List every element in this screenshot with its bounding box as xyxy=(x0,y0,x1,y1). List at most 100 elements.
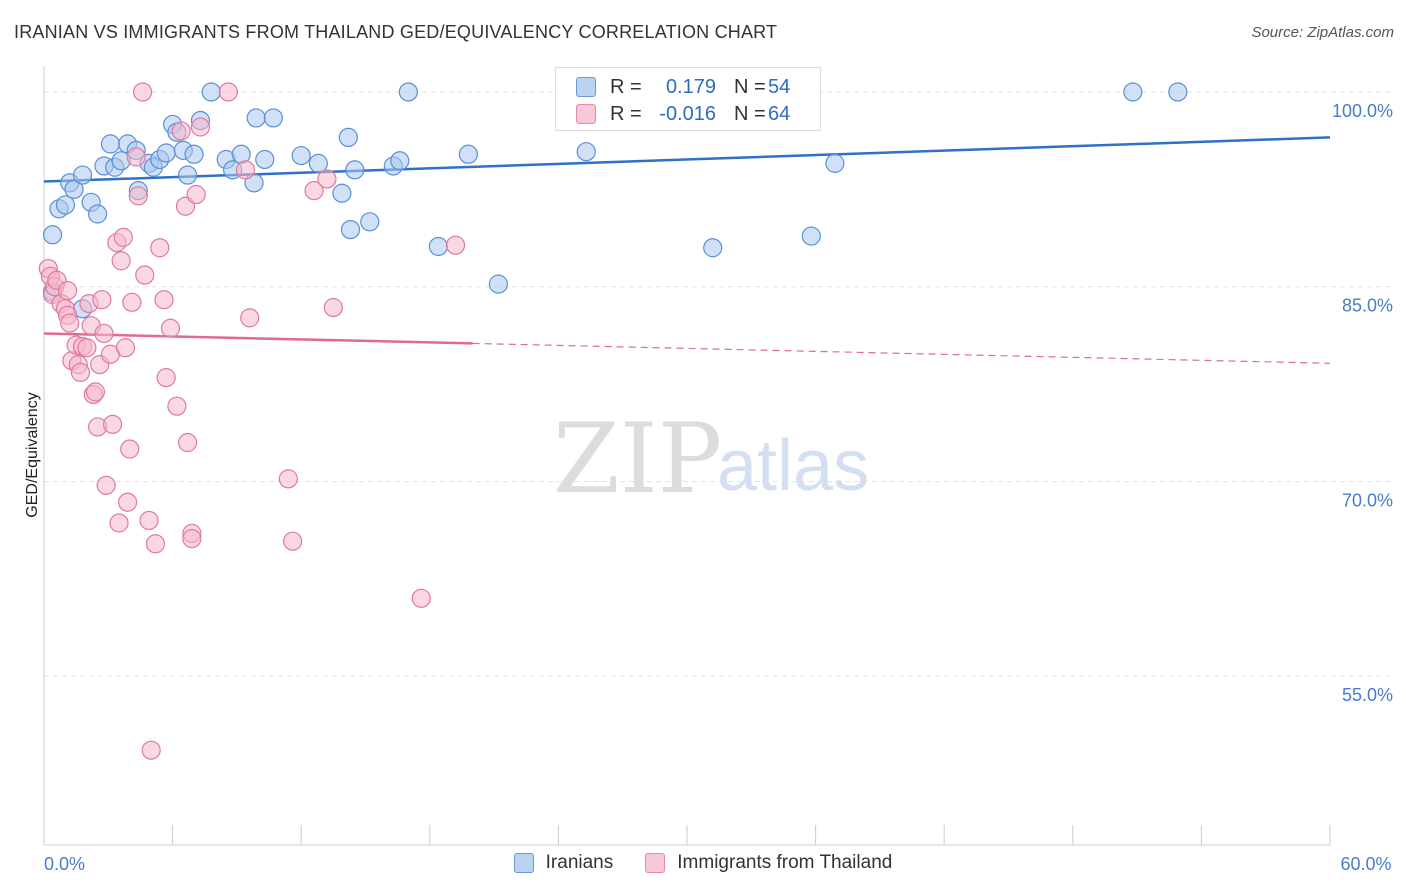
y-tick-label: 70.0% xyxy=(1342,490,1393,510)
legend-r-value: 0.179 xyxy=(665,75,716,98)
iranians-point xyxy=(1168,82,1188,102)
legend-swatch-thailand xyxy=(576,104,596,124)
iranians-point xyxy=(201,82,221,102)
iranians-point xyxy=(255,149,275,170)
source-label: Source: ZipAtlas.com xyxy=(1251,24,1394,41)
legend-n-value: 64 xyxy=(768,102,791,125)
y-tick-label: 100.0% xyxy=(1332,101,1393,121)
iranians-point xyxy=(246,108,266,128)
legend-n-value: 54 xyxy=(768,75,791,98)
legend-r-label: R = xyxy=(610,102,642,125)
x-tick-label: 0.0% xyxy=(44,854,85,874)
thailand-point xyxy=(278,469,298,489)
trend-lines xyxy=(43,136,1331,364)
iranians-point xyxy=(801,226,821,246)
iranians-point xyxy=(308,153,328,173)
thailand-point xyxy=(156,368,176,388)
series-swatch-iranians xyxy=(513,853,534,873)
thailand-point xyxy=(120,439,140,459)
series-legend-iranians: Iranians xyxy=(513,852,614,874)
iranians-point xyxy=(825,153,845,173)
legend-row-iranians: R = 0.179 N = 54 xyxy=(576,74,790,100)
thailand-point xyxy=(135,265,155,285)
legend-n-label: N = xyxy=(734,102,766,125)
iranians-point xyxy=(263,108,283,128)
iranians-point xyxy=(42,225,63,245)
y-tick-label: 85.0% xyxy=(1342,296,1393,316)
thailand-point xyxy=(128,186,148,206)
thailand-point xyxy=(178,432,198,453)
thailand-point xyxy=(240,308,260,328)
iranians-point xyxy=(178,165,198,185)
thailand-point xyxy=(304,181,324,201)
iranians-point xyxy=(332,183,352,203)
trend-line-0 xyxy=(43,136,1331,183)
watermark-zip: ZIP xyxy=(553,403,722,515)
series-name-thailand: Immigrants from Thailand xyxy=(677,852,893,873)
iranians-point xyxy=(156,143,176,163)
thailand-point xyxy=(111,251,131,271)
iranians-point xyxy=(64,179,84,199)
thailand-point xyxy=(182,528,202,549)
iranians-point xyxy=(488,274,508,294)
iranians-point xyxy=(340,219,361,240)
thailand-point xyxy=(150,238,170,258)
watermark: ZIP atlas xyxy=(553,403,869,515)
thailand-point xyxy=(117,492,138,512)
correlation-legend: R = 0.179 N = 54 R = -0.016 N = 64 xyxy=(555,67,821,131)
iranians-point xyxy=(72,165,93,185)
data-points xyxy=(38,82,1188,760)
tick-labels: 100.0% 85.0% 70.0% 55.0% 0.0% 60.0% xyxy=(44,101,1393,874)
thailand-point xyxy=(102,414,123,434)
thailand-point xyxy=(317,169,337,189)
thailand-point xyxy=(445,235,466,255)
thailand-point xyxy=(126,147,146,167)
thailand-point xyxy=(70,362,91,383)
watermark-atlas: atlas xyxy=(717,426,869,506)
iranians-point xyxy=(345,160,365,180)
thailand-point xyxy=(283,531,303,551)
series-legend-thailand: Immigrants from Thailand xyxy=(645,852,892,874)
y-axis-label: GED/Equivalency xyxy=(24,392,41,517)
thailand-point xyxy=(141,740,161,760)
series-name-iranians: Iranians xyxy=(545,852,614,873)
thailand-point xyxy=(115,338,136,358)
thailand-point xyxy=(323,297,343,318)
thailand-point xyxy=(60,313,80,333)
thailand-point xyxy=(186,184,206,205)
thailand-point xyxy=(77,338,97,358)
thailand-point xyxy=(235,160,256,180)
iranians-point xyxy=(576,142,596,162)
thailand-point xyxy=(85,382,106,402)
thailand-point xyxy=(167,396,187,416)
series-swatch-thailand xyxy=(645,853,666,873)
legend-swatch-iranians xyxy=(576,77,596,97)
iranians-point xyxy=(360,212,380,232)
thailand-point xyxy=(96,475,116,495)
iranians-point xyxy=(100,134,121,154)
iranians-point xyxy=(184,144,204,164)
x-tick-label: 60.0% xyxy=(1340,854,1391,874)
thailand-point xyxy=(122,292,142,312)
legend-row-thailand: R = -0.016 N = 64 xyxy=(576,101,790,127)
iranians-point xyxy=(703,238,723,258)
trend-line-solid-1 xyxy=(43,332,473,345)
thailand-point xyxy=(139,510,159,531)
legend-n-label: N = xyxy=(734,75,766,98)
series-legend: Iranians Immigrants from Thailand xyxy=(0,852,1406,874)
iranians-point xyxy=(1123,82,1143,102)
thailand-point xyxy=(154,290,174,310)
thailand-point xyxy=(160,318,181,338)
thailand-point xyxy=(171,121,191,141)
iranians-point xyxy=(55,195,76,215)
legend-r-value: -0.016 xyxy=(659,102,716,125)
thailand-point xyxy=(218,82,238,102)
y-tick-label: 55.0% xyxy=(1342,685,1393,705)
iranians-point xyxy=(87,204,108,224)
iranians-point xyxy=(428,236,448,257)
thailand-point xyxy=(109,513,129,533)
thailand-point xyxy=(113,227,133,247)
trend-line-dashed-1 xyxy=(472,342,1331,364)
thailand-point xyxy=(132,82,153,102)
